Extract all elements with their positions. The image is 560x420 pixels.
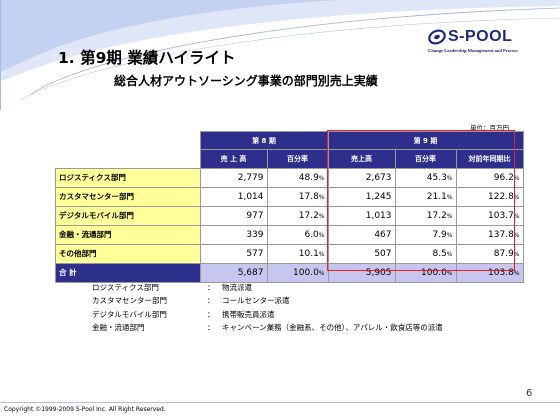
total-row: 合 計 5,687 100.0% 5,905 100.0% 103.8% — [55, 262, 524, 283]
sales-8: 977 — [199, 205, 268, 226]
sales-8: 1,014 — [199, 186, 268, 207]
pct-8: 48.9% — [266, 167, 329, 188]
logo-tagline: Change Leadership,Management and Process — [428, 48, 518, 53]
table-row: ロジスティクス部門 2,779 48.9% 2,673 45.3% 96.2% — [55, 167, 524, 188]
yoy: 87.9% — [455, 243, 524, 264]
note-dept: ロジスティクス部門 — [92, 283, 159, 292]
page-number: 6 — [526, 388, 533, 399]
total-pct-8: 100.0% — [266, 262, 329, 283]
table-subheader-row: 売 上 高 百分率 売上高 百分率 対前年同期比 — [56, 149, 524, 169]
pct-9: 8.5% — [394, 243, 457, 264]
col-yoy: 対前年同期比 — [455, 149, 524, 169]
page-subtitle: 総合人材アウトソーシング事業の部門別売上実績 — [114, 74, 378, 88]
sales-9: 507 — [327, 243, 396, 264]
header-blank — [56, 132, 201, 150]
note-colon: ： — [207, 322, 215, 332]
pct-8: 17.8% — [266, 186, 329, 207]
total-pct-9: 100.0% — [394, 262, 457, 283]
logo-wordmark: S-POOL — [448, 28, 513, 45]
pct-8: 17.2% — [266, 205, 329, 226]
copyright-text: Copyright ©1999-2009 S-Pool Inc. All Rig… — [4, 406, 166, 413]
period-9-header: 第 9 期 — [327, 131, 524, 150]
sales-8: 339 — [199, 224, 268, 245]
note-desc: 携帯販売員派遣 — [222, 309, 275, 319]
sales-table: 第 8 期 第 9 期 売 上 高 百分率 売上高 百分率 対前年同期比 ロジス… — [55, 131, 524, 283]
total-sales-8: 5,687 — [199, 262, 268, 283]
pct-8: 6.0% — [266, 224, 329, 245]
yoy: 137.8% — [455, 224, 524, 245]
col-sales-9: 売上高 — [327, 149, 396, 169]
period-8-header: 第 8 期 — [199, 131, 329, 150]
total-sales-9: 5,905 — [327, 262, 396, 283]
subheader-blank — [56, 150, 201, 169]
col-sales-8: 売 上 高 — [199, 149, 268, 169]
note-desc: 物流派遣 — [222, 283, 252, 292]
s-pool-swirl-icon — [428, 29, 446, 45]
pct-9: 21.1% — [394, 186, 457, 207]
sales-9: 467 — [327, 224, 396, 245]
note-desc: キャンペーン業務（金融系、その他）、アパレル・飲食店等の派遣 — [222, 322, 443, 332]
unit-note: 単位：百万円 — [470, 124, 509, 132]
table-row: カスタマセンター部門 1,014 17.8% 1,245 21.1% 122.8… — [55, 186, 524, 207]
pct-9: 7.9% — [394, 224, 457, 245]
table-header-row: 第 8 期 第 9 期 — [56, 131, 524, 150]
sales-9: 1,013 — [327, 205, 396, 226]
row-dept: デジタルモバイル部門 — [55, 205, 201, 226]
table-row: デジタルモバイル部門 977 17.2% 1,013 17.2% 103.7% — [55, 205, 524, 226]
total-yoy: 103.8% — [455, 262, 524, 283]
page-title: 1. 第9期 業績ハイライト — [58, 49, 236, 67]
pct-8: 10.1% — [266, 243, 329, 264]
yoy: 103.7% — [455, 205, 524, 226]
yoy: 122.8% — [455, 186, 524, 207]
footer-divider — [0, 402, 560, 403]
pct-9: 17.2% — [394, 205, 457, 226]
row-dept: カスタマセンター部門 — [55, 186, 201, 207]
yoy: 96.2% — [455, 167, 524, 188]
row-dept: 金融・流通部門 — [55, 224, 201, 245]
note-colon: ： — [207, 283, 215, 292]
note-dept: カスタマセンター部門 — [92, 296, 167, 306]
note-dept: デジタルモバイル部門 — [92, 309, 167, 319]
sales-8: 577 — [199, 243, 268, 264]
company-logo: S-POOL Change Leadership,Management and … — [428, 28, 540, 58]
table-row: 金融・流通部門 339 6.0% 467 7.9% 137.8% — [55, 224, 524, 245]
note-desc: コールセンター派遣 — [222, 296, 290, 306]
note-colon: ： — [207, 296, 215, 306]
blue-swoosh-decoration — [0, 0, 560, 110]
row-dept: ロジスティクス部門 — [55, 167, 201, 188]
table-row: その他部門 577 10.1% 507 8.5% 87.9% — [55, 243, 524, 264]
sales-9: 1,245 — [327, 186, 396, 207]
row-dept: その他部門 — [55, 243, 201, 264]
pct-9: 45.3% — [394, 167, 457, 188]
col-pct-8: 百分率 — [266, 149, 329, 169]
note-colon: ： — [207, 309, 215, 319]
sales-8: 2,779 — [199, 167, 268, 188]
col-pct-9: 百分率 — [394, 149, 457, 169]
total-label: 合 計 — [55, 262, 201, 283]
sales-9: 2,673 — [327, 167, 396, 188]
note-dept: 金融・流通部門 — [92, 322, 145, 332]
